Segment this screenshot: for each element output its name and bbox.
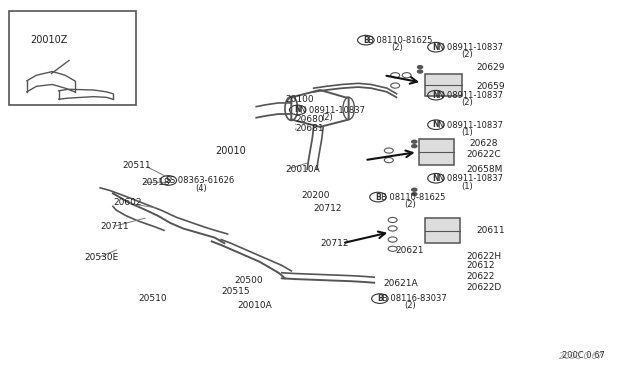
Text: 20010A: 20010A <box>285 165 320 174</box>
Text: (1): (1) <box>461 128 473 137</box>
Bar <box>425 218 460 243</box>
Text: 20511: 20511 <box>122 161 151 170</box>
Text: (2): (2) <box>461 99 473 108</box>
Text: 20712: 20712 <box>320 239 349 248</box>
Text: S: S <box>166 176 171 185</box>
Text: N: N <box>433 174 439 183</box>
Text: 20010Z: 20010Z <box>30 35 67 45</box>
Text: 20612: 20612 <box>467 261 495 270</box>
Text: (2): (2) <box>404 301 416 311</box>
Text: 20681: 20681 <box>296 124 324 133</box>
Text: 20711: 20711 <box>100 222 129 231</box>
Text: ​200C 0 67: ​200C 0 67 <box>559 352 602 361</box>
Text: N: N <box>433 91 439 100</box>
Text: (4): (4) <box>196 184 207 193</box>
Text: 20622: 20622 <box>467 272 495 281</box>
Text: N 08911-10837: N 08911-10837 <box>438 121 503 129</box>
Text: 20628: 20628 <box>470 139 499 148</box>
Text: 20712: 20712 <box>314 203 342 213</box>
Text: ​200C 0 67: ​200C 0 67 <box>562 351 605 360</box>
Text: 20680: 20680 <box>296 115 324 124</box>
Text: N 08911-10837: N 08911-10837 <box>438 91 503 100</box>
Text: 20010A: 20010A <box>237 301 272 311</box>
Circle shape <box>412 140 417 143</box>
Text: (2): (2) <box>404 200 416 209</box>
Text: 20658M: 20658M <box>467 165 503 174</box>
Bar <box>9 11 136 105</box>
Circle shape <box>412 188 417 191</box>
Text: 20518: 20518 <box>141 178 170 187</box>
Text: B: B <box>363 36 369 45</box>
Text: N 08911-10837: N 08911-10837 <box>300 106 365 115</box>
Text: (1): (1) <box>461 182 473 190</box>
Bar <box>419 140 454 164</box>
Text: 20629: 20629 <box>476 63 504 72</box>
Text: 20622H: 20622H <box>467 251 502 261</box>
Text: 20659: 20659 <box>476 82 505 91</box>
Text: (2): (2) <box>321 113 333 122</box>
Circle shape <box>417 65 422 68</box>
Text: (2): (2) <box>461 51 473 60</box>
Text: 20611: 20611 <box>476 226 505 235</box>
Text: 20500: 20500 <box>234 276 262 285</box>
Text: N: N <box>433 43 439 52</box>
Text: B 08110-81625: B 08110-81625 <box>368 36 432 45</box>
Text: S 08363-61626: S 08363-61626 <box>170 176 234 185</box>
Bar <box>425 74 462 96</box>
Text: 20602: 20602 <box>113 198 141 207</box>
Text: 20530E: 20530E <box>84 253 118 263</box>
Text: 20100: 20100 <box>285 95 314 104</box>
Text: N 08911-10837: N 08911-10837 <box>438 43 503 52</box>
Text: (2): (2) <box>392 43 403 52</box>
Text: N: N <box>433 120 439 129</box>
Text: B 08116-83037: B 08116-83037 <box>382 294 447 303</box>
Text: N 08911-10837: N 08911-10837 <box>438 174 503 183</box>
Text: B: B <box>375 193 381 202</box>
Text: 20200: 20200 <box>301 191 330 200</box>
Text: B 08110-81625: B 08110-81625 <box>381 193 445 202</box>
Text: N: N <box>294 105 301 115</box>
Text: 20510: 20510 <box>138 294 167 303</box>
Circle shape <box>412 193 417 196</box>
Circle shape <box>417 70 422 73</box>
Text: 20515: 20515 <box>221 287 250 296</box>
Text: B: B <box>377 294 383 303</box>
Text: 20010: 20010 <box>215 146 246 156</box>
Text: 20621A: 20621A <box>384 279 419 288</box>
Circle shape <box>412 145 417 148</box>
Text: 20621: 20621 <box>395 246 424 255</box>
Text: 20622D: 20622D <box>467 283 502 292</box>
Text: 20622C: 20622C <box>467 150 501 159</box>
